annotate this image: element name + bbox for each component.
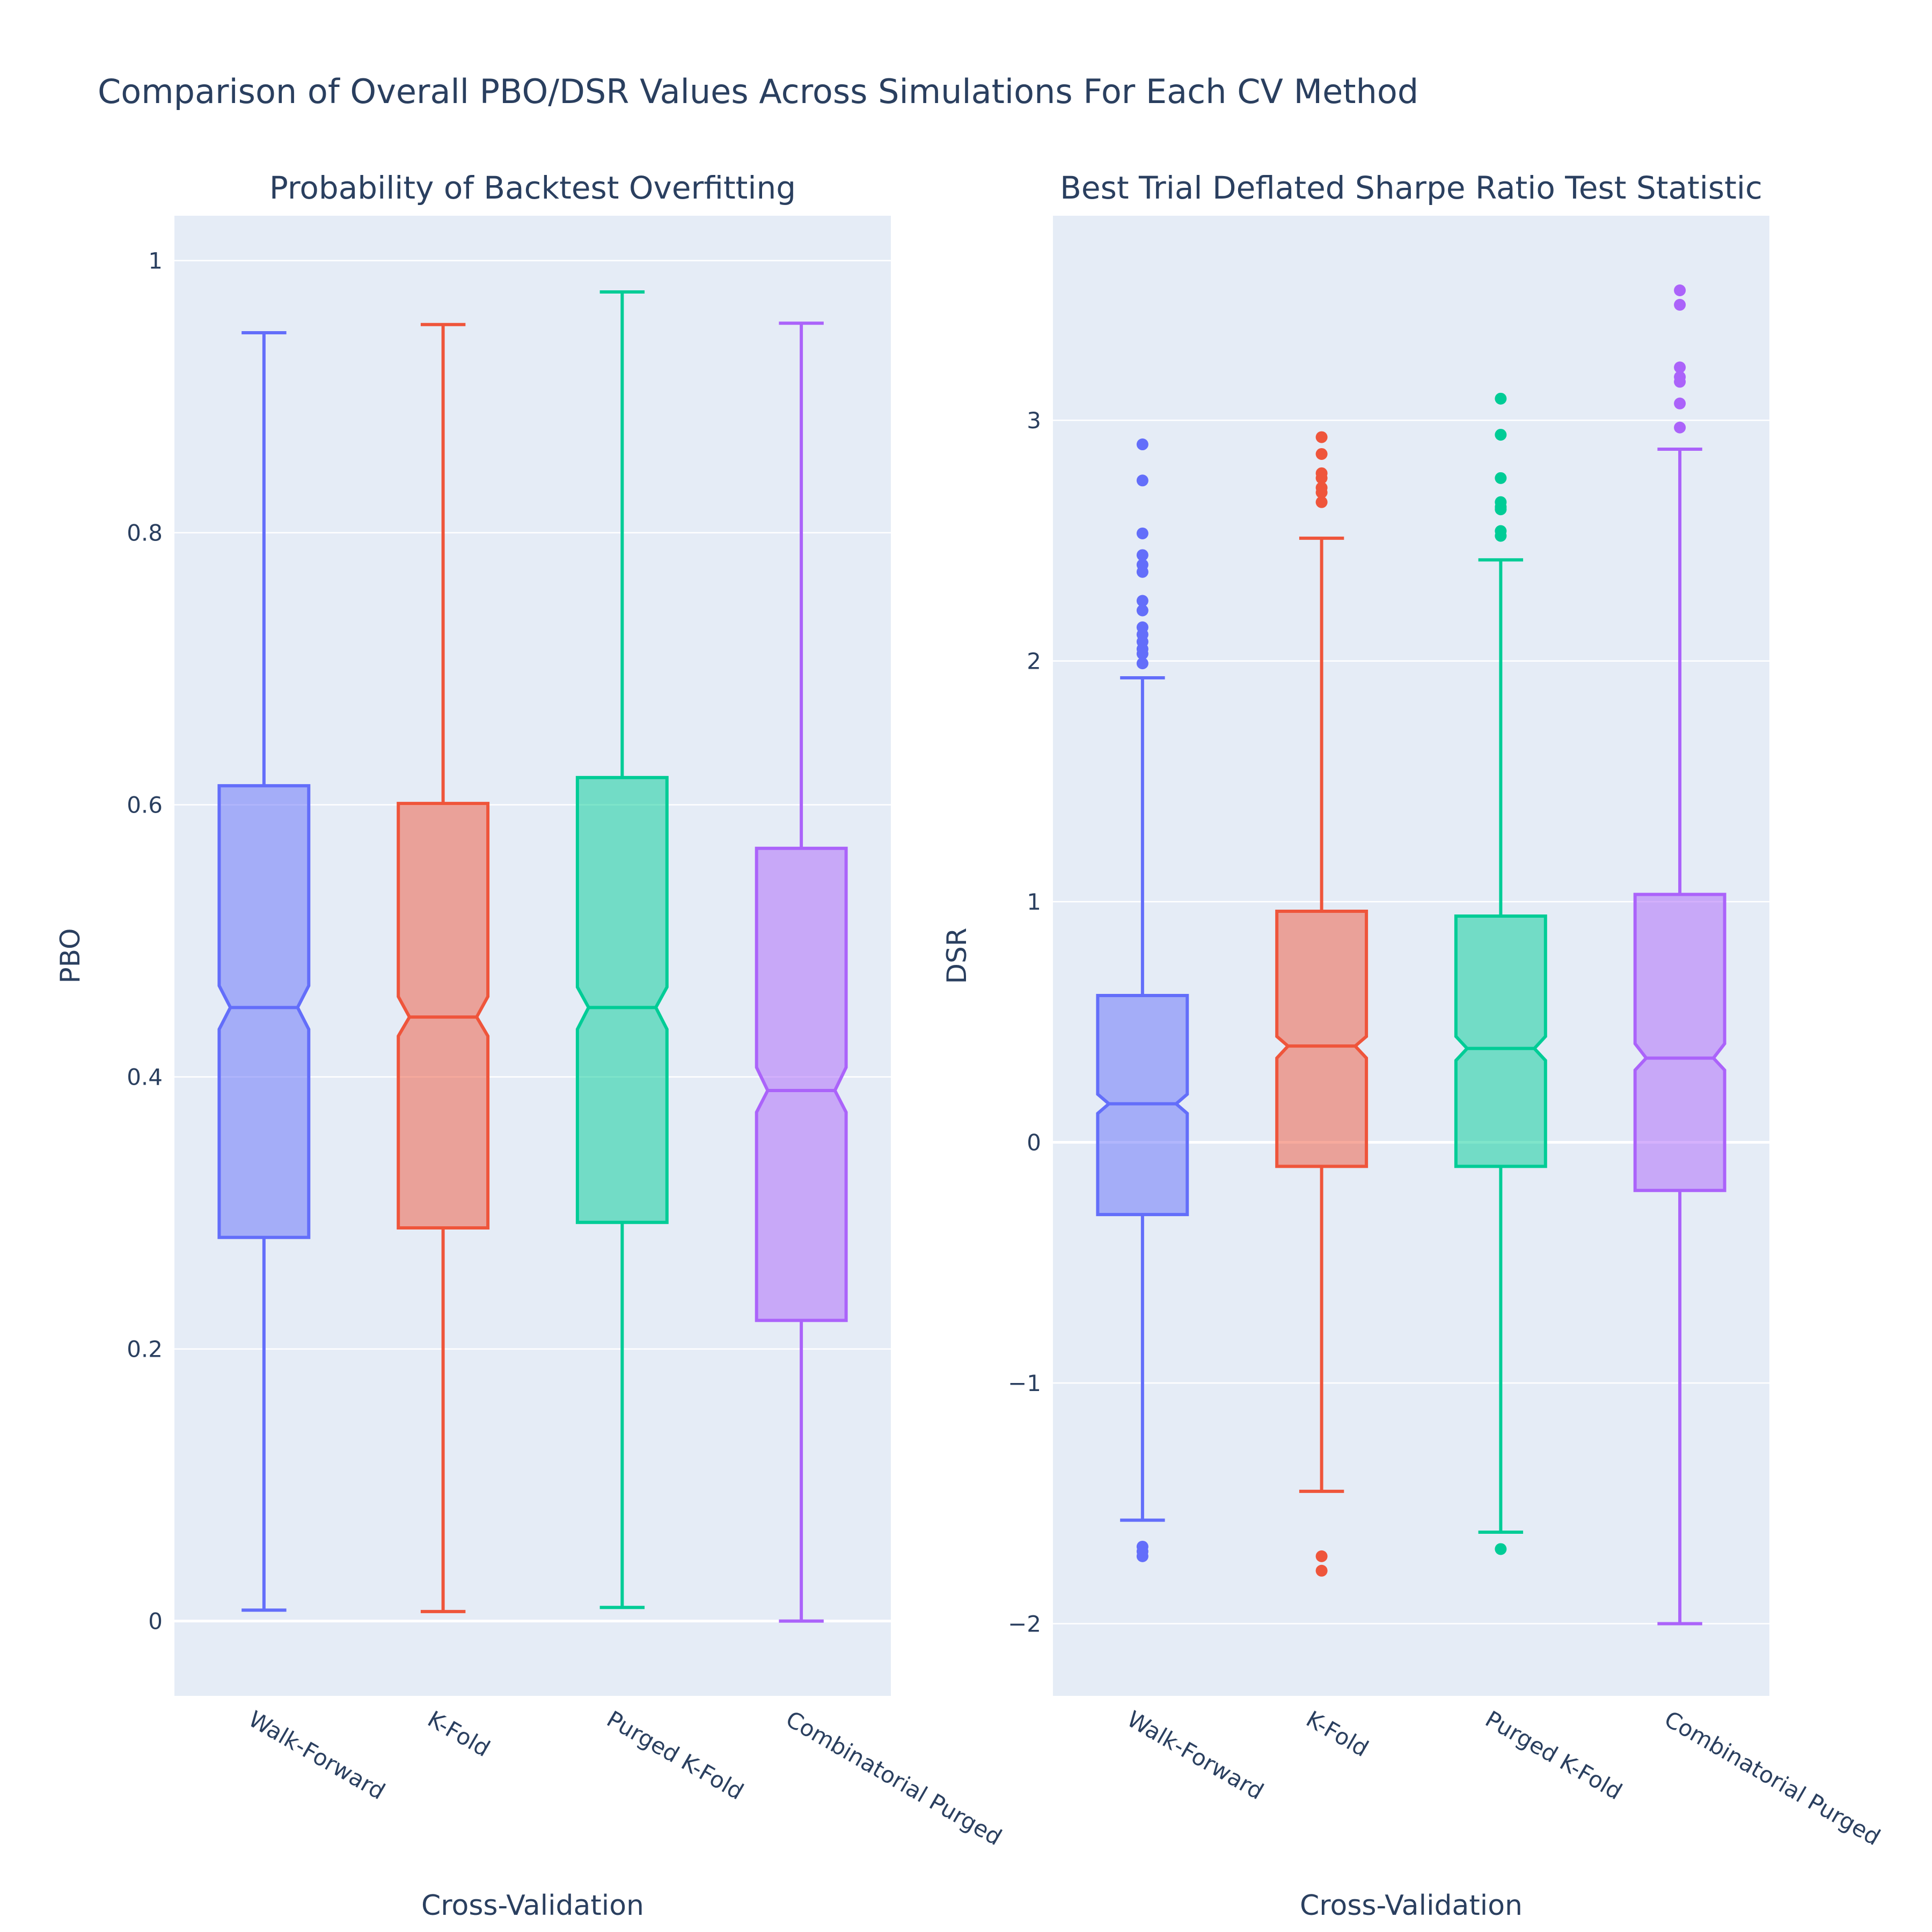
dsr-outlier-point [1674, 376, 1686, 388]
pbo-ytick-label: 0 [148, 1608, 163, 1635]
dsr-ytick-label: −2 [1008, 1611, 1041, 1637]
pbo-xtick-label: Combinatorial Purged [781, 1706, 1006, 1850]
dsr-xtick-label: Walk-Forward [1123, 1706, 1268, 1805]
dsr-outlier-point [1674, 361, 1686, 374]
dsr-subplot-title: Best Trial Deflated Sharpe Ratio Test St… [1060, 170, 1762, 206]
pbo-x-axis-label: Cross-Validation [421, 1890, 644, 1922]
figure-title: Comparison of Overall PBO/DSR Values Acr… [98, 72, 1418, 111]
dsr-outlier-point [1315, 1564, 1328, 1577]
pbo-ytick-label: 0.8 [127, 520, 163, 546]
dsr-xtick-label: Combinatorial Purged [1660, 1706, 1885, 1850]
dsr-outlier-point [1495, 503, 1507, 516]
pbo-ytick-label: 0.4 [127, 1064, 163, 1091]
dsr-x-axis-label: Cross-Validation [1300, 1890, 1523, 1922]
pbo-box-body [217, 784, 311, 1239]
pbo-ytick-label: 0.2 [127, 1336, 163, 1363]
dsr-box-3 [1633, 284, 1726, 1626]
dsr-box-body [1454, 914, 1547, 1168]
pbo-box-0 [217, 331, 311, 1612]
dsr-outlier-point [1495, 1543, 1507, 1555]
dsr-ytick-label: 3 [1027, 407, 1041, 434]
pbo-ytick-label: 1 [148, 248, 163, 274]
dsr-box-1 [1275, 431, 1368, 1577]
pbo-box-body [575, 775, 669, 1224]
dsr-outlier-point [1136, 1550, 1148, 1562]
dsr-ytick-label: 2 [1027, 648, 1041, 675]
dsr-outlier-point [1674, 397, 1686, 409]
dsr-outlier-point [1315, 1550, 1328, 1562]
dsr-outlier-point [1495, 392, 1507, 405]
dsr-outlier-point [1315, 496, 1328, 508]
pbo-y-axis-label: PBO [55, 928, 86, 984]
dsr-outlier-point [1495, 429, 1507, 441]
pbo-box-3 [755, 321, 848, 1623]
pbo-ytick-label: 0.6 [127, 792, 163, 818]
dsr-xtick-label: K-Fold [1302, 1706, 1373, 1762]
dsr-outlier-point [1136, 604, 1148, 617]
pbo-box-1 [397, 323, 490, 1613]
dsr-box-body [1633, 892, 1726, 1192]
dsr-outlier-point [1674, 284, 1686, 297]
dsr-outlier-point [1315, 448, 1328, 460]
dsr-outlier-point [1136, 566, 1148, 578]
dsr-outlier-point [1315, 431, 1328, 443]
dsr-outlier-point [1495, 472, 1507, 484]
dsr-ytick-label: 0 [1027, 1130, 1041, 1156]
dsr-outlier-point [1136, 474, 1148, 487]
dsr-outlier-point [1315, 472, 1328, 484]
dsr-box-2 [1454, 392, 1547, 1555]
dsr-outlier-point [1136, 648, 1148, 660]
dsr-ytick-label: −1 [1008, 1370, 1041, 1396]
pbo-box-body [755, 846, 848, 1322]
dsr-box-body [1275, 910, 1368, 1168]
dsr-outlier-point [1136, 549, 1148, 561]
dsr-subplot: −2 −1 0 1 2 3 Best Trial Deflated Sharpe Ratio… [941, 170, 1885, 1922]
pbo-xtick-label: K-Fold [423, 1706, 495, 1762]
pbo-xtick-label: Walk-Forward [244, 1706, 390, 1805]
dsr-outlier-point [1136, 595, 1148, 607]
dsr-outlier-point [1674, 421, 1686, 434]
dsr-outlier-point [1136, 657, 1148, 670]
pbo-subplot-title: Probability of Backtest Overfitting [269, 170, 796, 206]
pbo-subplot: 0 0.2 0.4 0.6 0.8 1 Probability of Backtest Ov… [55, 170, 1006, 1922]
pbo-box-2 [575, 290, 669, 1609]
pbo-xtick-label: Purged K-Fold [602, 1706, 748, 1805]
dsr-xtick-label: Purged K-Fold [1481, 1706, 1627, 1805]
dsr-ytick-label: 1 [1027, 889, 1041, 915]
dsr-outlier-point [1495, 530, 1507, 542]
dsr-outlier-point [1136, 527, 1148, 539]
dsr-box-0 [1096, 438, 1189, 1562]
dsr-outlier-point [1136, 438, 1148, 451]
dsr-outlier-point [1674, 298, 1686, 311]
dsr-outlier-point [1315, 486, 1328, 499]
dsr-y-axis-label: DSR [941, 928, 972, 984]
